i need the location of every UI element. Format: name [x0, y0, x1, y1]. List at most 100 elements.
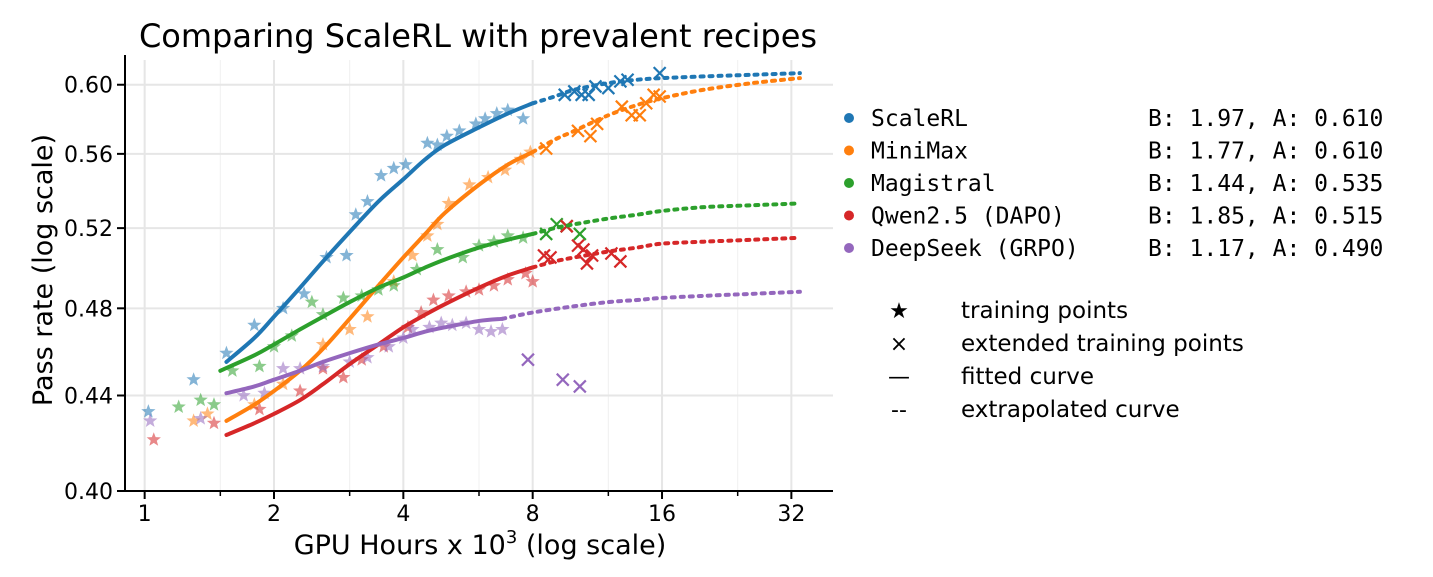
deepseek-grpo-training-point	[360, 350, 375, 364]
qwen2-5-dapo-training-point	[500, 272, 515, 286]
y-tick-label: 0.48	[64, 297, 113, 322]
scalerl-training-point	[373, 168, 389, 182]
qwen2-5-dapo-training-point	[146, 432, 161, 446]
x-tick-label: 16	[648, 502, 676, 527]
deepseek-grpo-training-point	[495, 321, 510, 336]
qwen2-5-dapo-training-point	[426, 292, 441, 307]
qwen2-5-dapo-training-point	[525, 274, 540, 288]
magistral-legend-label: Magistral	[871, 171, 996, 197]
deepseek-grpo-extrapolated-curve	[500, 289, 802, 321]
scalerl-fitted-curve	[224, 101, 535, 364]
y-tick-label: 0.40	[64, 480, 113, 505]
magistral-training-point	[455, 249, 470, 264]
deepseek-grpo-training-point	[292, 361, 308, 375]
minimax-training-point	[360, 309, 375, 323]
minimax-training-point	[186, 413, 201, 427]
scalerl-training-point	[247, 317, 262, 332]
scalerl-training-point	[420, 135, 435, 150]
magistral-training-point	[500, 228, 515, 242]
minimax-training-point	[497, 162, 513, 177]
deepseek-grpo-training-point	[471, 321, 487, 336]
marker-legend: ★ training points × extended training point…	[888, 298, 1244, 423]
y-tick-label: 0.44	[64, 385, 113, 410]
qwen2-5-dapo-extended-point	[580, 256, 594, 271]
deepseek-grpo-training-point	[257, 385, 272, 400]
scalerl-training-point	[452, 123, 467, 137]
y-tick-label: 0.52	[64, 217, 113, 242]
magistral-legend-params: B: 1.44, A: 0.535	[1148, 171, 1383, 197]
qwen2-5-dapo-extended-point	[613, 254, 628, 269]
minimax-training-point	[441, 195, 456, 210]
qwen2-5-dapo-training-point	[458, 284, 474, 298]
minimax-training-point	[420, 228, 435, 242]
magistral-training-point	[430, 242, 445, 256]
scalerl-training-point	[477, 111, 493, 125]
minimax-training-point	[200, 406, 215, 420]
curves-layer	[218, 71, 802, 437]
qwen2-5-dapo-legend-params: B: 1.85, A: 0.515	[1148, 204, 1383, 230]
magistral-training-point	[206, 397, 222, 411]
magistral-training-point	[225, 363, 240, 377]
qwen2-5-dapo-extended-point	[585, 248, 599, 263]
scalerl-training-point	[489, 106, 504, 120]
magistral-training-point	[486, 234, 502, 248]
x-tick-label: 32	[777, 502, 805, 527]
qwen2-5-dapo-training-point	[292, 383, 308, 398]
scalerl-training-point	[468, 116, 483, 130]
deepseek-grpo-training-point	[236, 388, 251, 402]
deepseek-grpo-training-point	[381, 339, 396, 353]
legend: ScaleRL B: 1.97, A: 0.610 MiniMax B: 1.77, …	[844, 106, 1383, 262]
scalerl-training-point	[186, 372, 201, 386]
scalerl-legend-label: ScaleRL	[871, 106, 968, 132]
x-axis-label: GPU Hours x 103 (log scale)	[294, 527, 667, 561]
deepseek-grpo-training-point	[405, 321, 420, 336]
qwen2-5-dapo-training-point	[206, 415, 222, 430]
scalerl-training-point	[219, 345, 234, 360]
scalerl-training-point	[430, 137, 445, 152]
deepseek-grpo-legend-params: B: 1.17, A: 0.490	[1148, 236, 1383, 262]
deepseek-grpo-training-point	[193, 411, 208, 425]
x-tick-label: 2	[267, 502, 281, 527]
minimax-training-point	[405, 247, 420, 262]
deepseek-grpo-extended-point	[521, 352, 535, 367]
training-points-legend-label: training points	[961, 298, 1128, 324]
extrapolated-curve-legend-glyph: --	[891, 398, 907, 423]
qwen2-5-dapo-legend-label: Qwen2.5 (DAPO)	[871, 204, 1065, 230]
qwen2-5-dapo-training-point	[336, 369, 351, 384]
scalerl-extrapolated-curve	[530, 71, 802, 106]
training-points-legend-glyph: ★	[889, 299, 909, 324]
qwen2-5-dapo-training-point	[518, 265, 533, 280]
extended-training-points-legend-glyph: ×	[890, 332, 908, 357]
magistral-training-point	[171, 399, 186, 414]
deepseek-grpo-training-point	[143, 413, 158, 427]
minimax-extrapolated-curve	[530, 76, 802, 155]
fitted-curve-legend-label: fitted curve	[961, 364, 1094, 390]
deepseek-grpo-extended-point	[573, 379, 587, 394]
x-tick-label: 4	[396, 502, 410, 527]
deepseek-grpo-fitted-curve	[224, 316, 505, 396]
x-tick-label: 8	[526, 502, 540, 527]
fitted-curve-legend-glyph: —	[888, 365, 910, 390]
magistral-extended-point	[573, 227, 587, 241]
scalerl-training-point	[439, 128, 454, 143]
magistral-training-point	[304, 294, 319, 309]
magistral-training-point	[193, 392, 208, 407]
minimax-legend-label: MiniMax	[871, 139, 968, 165]
scalerl-legend-params: B: 1.97, A: 0.610	[1148, 106, 1383, 132]
y-axis-label: Pass rate (log scale)	[28, 134, 59, 406]
scalerl-training-point	[515, 111, 531, 125]
scalerl-training-point	[398, 157, 413, 171]
qwen2-5-dapo-training-point	[252, 401, 267, 416]
magistral-training-point	[471, 238, 487, 252]
chart-title: Comparing ScaleRL with prevalent recipes	[139, 17, 817, 55]
scalerl-extended-point	[581, 88, 596, 102]
y-tick-label: 0.60	[64, 74, 113, 99]
scalerl-training-point	[386, 160, 401, 175]
x-axis-label-superscript: 3	[506, 527, 517, 548]
extrapolated-curve-legend-label: extrapolated curve	[961, 397, 1180, 423]
qwen2-5-dapo-legend-marker	[844, 210, 854, 221]
qwen2-5-dapo-extrapolated-curve	[530, 235, 802, 270]
extended-training-points-legend-label: extended training points	[961, 331, 1244, 357]
magistral-extrapolated-curve	[530, 201, 802, 236]
